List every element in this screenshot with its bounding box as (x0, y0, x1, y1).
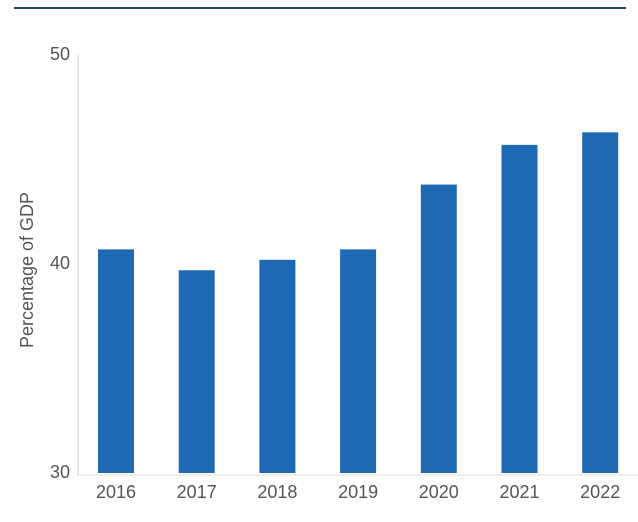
bar (98, 249, 134, 473)
bar (501, 144, 538, 473)
x-tick-label: 2018 (257, 482, 297, 502)
y-tick-label: 30 (50, 462, 70, 482)
x-tick-label: 2019 (338, 482, 378, 502)
bar (420, 184, 457, 473)
y-tick-label: 50 (50, 44, 70, 64)
x-tick-label: 2021 (499, 482, 539, 502)
y-axis-label: Percentage of GDP (17, 192, 37, 348)
bar (582, 132, 619, 473)
bar (340, 249, 377, 473)
y-tick-label: 40 (50, 253, 70, 273)
bar (178, 270, 215, 473)
x-tick-label: 2022 (580, 482, 620, 502)
bar (259, 259, 296, 473)
x-tick-label: 2017 (177, 482, 217, 502)
x-tick-label: 2016 (96, 482, 136, 502)
x-tick-label: 2020 (419, 482, 459, 502)
